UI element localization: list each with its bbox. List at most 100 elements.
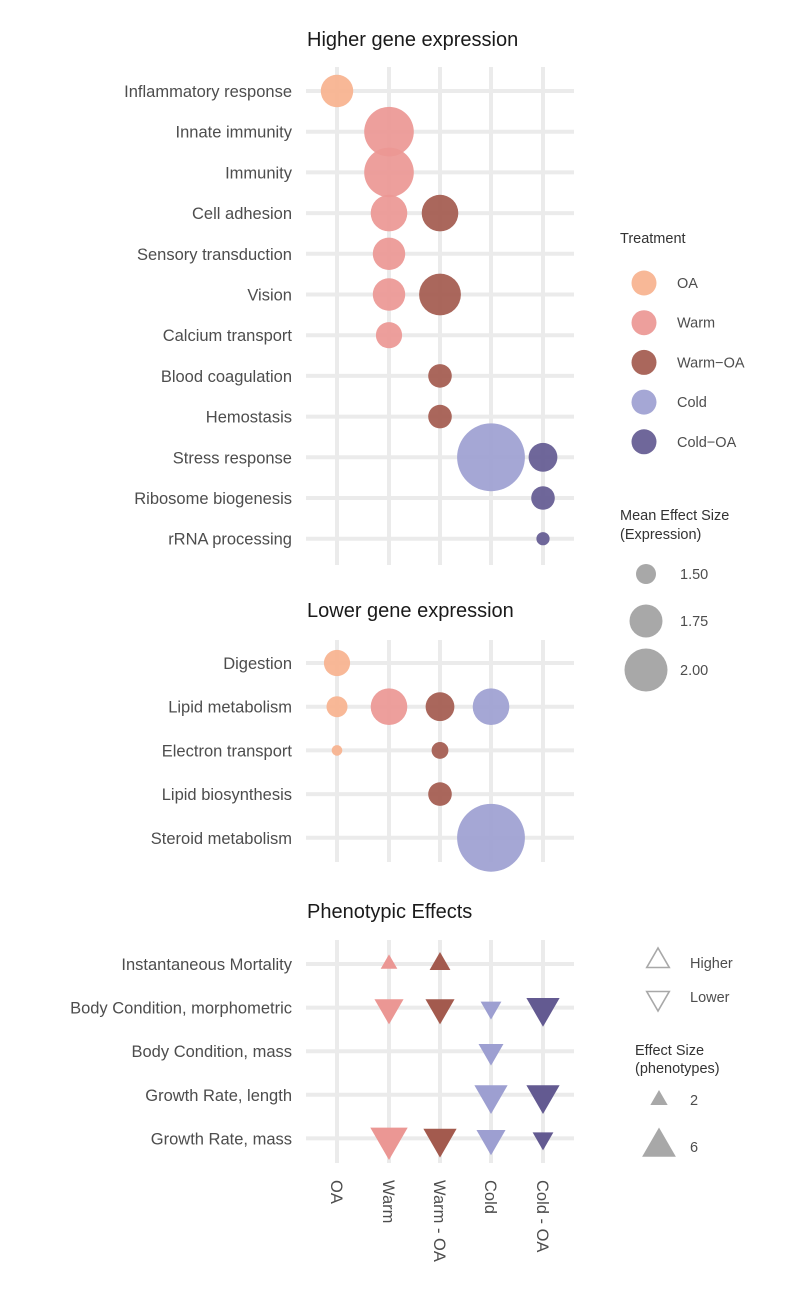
legend-phenotype-size-key-6 (642, 1127, 676, 1157)
point-lipid-metabolism-oa (326, 696, 348, 718)
x-tick-cold: Cold (481, 1180, 499, 1214)
row-label-innate-immunity: Innate immunity (176, 124, 293, 142)
point-electron-transport-warm-oa (431, 741, 449, 759)
legend-direction-key-higher (645, 946, 671, 969)
legend-phenotype-size: Effect Size (phenotypes) 2 6 (635, 1043, 720, 1157)
row-label-blood-coagulation: Blood coagulation (161, 368, 292, 386)
point-lipid-metabolism-warm-oa (425, 692, 455, 722)
row-label-rrna-processing: rRNA processing (168, 531, 292, 549)
panel-title: Higher gene expression (307, 29, 518, 51)
point-immunity-warm (364, 147, 414, 198)
row-label-vision: Vision (247, 287, 292, 305)
point-body-condition-morphometric-cold-oa (526, 998, 560, 1027)
panel-grid (306, 940, 574, 1163)
legend-size-label: 1.50 (680, 567, 708, 583)
point-growth-rate-length-cold (474, 1085, 508, 1114)
legend-phenotype-size-label: 6 (690, 1140, 698, 1156)
point-body-condition-morphometric-warm-oa (425, 999, 455, 1025)
legend-direction-key-lower (645, 990, 671, 1013)
point-hemostasis-warm-oa (428, 404, 452, 429)
x-tick-warm: Warm (379, 1180, 397, 1223)
legend-treatment-title: Treatment (620, 231, 686, 247)
point-calcium-transport-warm (375, 322, 403, 349)
row-label-inflammatory-response: Inflammatory response (124, 83, 292, 101)
legend-direction: Higher Lower (645, 946, 733, 1013)
legend-direction-label-higher: Higher (690, 956, 733, 972)
row-label-electron-transport: Electron transport (162, 742, 293, 760)
legend-size-key-1-75 (629, 604, 663, 638)
row-label-growth-rate-mass: Growth Rate, mass (151, 1130, 292, 1148)
legend-phenotype-size-label: 2 (690, 1093, 698, 1109)
point-cell-adhesion-warm-oa (421, 194, 459, 232)
point-growth-rate-mass-warm-oa (423, 1128, 457, 1158)
point-blood-coagulation-warm-oa (428, 364, 452, 388)
panel-grid (306, 67, 574, 565)
legend-key-cold-oa (631, 429, 657, 455)
legend-key-warm (631, 310, 657, 336)
row-label-steroid-metabolism: Steroid metabolism (151, 830, 292, 848)
legend-size-label: 1.75 (680, 614, 708, 630)
row-label-calcium-transport: Calcium transport (163, 327, 293, 345)
point-innate-immunity-warm (364, 106, 414, 157)
legend-size-key-1-50 (636, 564, 656, 584)
legend-key-cold (631, 389, 657, 415)
point-inflammatory-response-oa (320, 74, 354, 108)
panel-title: Lower gene expression (307, 600, 514, 622)
legend-treatment: Treatment OA Warm Warm−OA Cold Cold−OA (620, 231, 745, 455)
panel-title: Phenotypic Effects (307, 901, 472, 923)
point-electron-transport-oa (331, 745, 343, 756)
row-label-body-condition-mass: Body Condition, mass (132, 1043, 293, 1061)
point-cell-adhesion-warm (370, 194, 408, 232)
legend-key-oa (631, 270, 657, 296)
point-sensory-transduction-warm (372, 237, 406, 271)
point-lipid-metabolism-warm (370, 688, 408, 725)
point-growth-rate-mass-warm (370, 1127, 408, 1160)
point-instantaneous-mortality-warm-oa (429, 952, 451, 970)
row-label-lipid-metabolism: Lipid metabolism (168, 699, 292, 717)
legend-direction-label-lower: Lower (690, 990, 730, 1006)
point-ribosome-biogenesis-cold-oa (531, 486, 555, 510)
legend-size-label: 2.00 (680, 663, 708, 679)
legend-size-key-2-00 (624, 648, 668, 692)
point-steroid-metabolism-cold (457, 803, 525, 872)
row-label-growth-rate-length: Growth Rate, length (145, 1087, 292, 1105)
point-vision-warm (372, 278, 406, 311)
point-lipid-biosynthesis-warm-oa (428, 782, 452, 806)
point-rrna-processing-cold-oa (536, 532, 550, 546)
legend-expression-size: Mean Effect Size (Expression) 1.50 1.75 2.00 (620, 508, 729, 692)
legend-expression-size-title: (Expression) (620, 527, 701, 543)
point-growth-rate-mass-cold-oa (532, 1132, 554, 1151)
point-vision-warm-oa (419, 273, 461, 316)
point-lipid-metabolism-cold (472, 688, 510, 725)
point-body-condition-morphometric-cold (480, 1001, 502, 1020)
legend-key-warm-oa (631, 349, 657, 375)
row-label-digestion: Digestion (223, 655, 292, 673)
point-growth-rate-mass-cold (476, 1130, 506, 1156)
legend-label-cold-oa: Cold−OA (677, 435, 737, 451)
point-digestion-oa (323, 649, 351, 677)
x-tick-warm-oa: Warm - OA (430, 1180, 448, 1262)
panel-lower-gene-expression: Lower gene expression Digestion Lipid meta… (151, 600, 574, 872)
row-label-immunity: Immunity (225, 164, 293, 182)
legend-expression-size-title: Mean Effect Size (620, 508, 729, 524)
row-label-instantaneous-mortality: Instantaneous Mortality (121, 956, 292, 974)
point-stress-response-cold (457, 423, 525, 492)
panel-higher-gene-expression: Higher gene expression Inflammatory respo… (124, 29, 574, 565)
x-tick-oa: OA (327, 1180, 345, 1204)
point-body-condition-morphometric-warm (374, 999, 404, 1025)
legend-label-warm: Warm (677, 316, 715, 332)
row-label-lipid-biosynthesis: Lipid biosynthesis (162, 786, 292, 804)
legend-phenotype-size-title: (phenotypes) (635, 1061, 720, 1077)
legend-label-oa: OA (677, 276, 698, 292)
legend-label-warm-oa: Warm−OA (677, 355, 745, 371)
row-label-sensory-transduction: Sensory transduction (137, 246, 292, 264)
row-label-body-condition-morphometric: Body Condition, morphometric (70, 1000, 292, 1018)
row-label-stress-response: Stress response (173, 449, 292, 467)
point-stress-response-cold-oa (528, 442, 558, 472)
point-body-condition-mass-cold (478, 1044, 504, 1066)
legend-phenotype-size-key-2 (650, 1090, 668, 1105)
legend-phenotype-size-title: Effect Size (635, 1043, 704, 1059)
panel-phenotypic-effects: Phenotypic Effects Instantaneous Mortalit… (70, 901, 574, 1163)
x-tick-cold-oa: Cold - OA (533, 1180, 551, 1252)
